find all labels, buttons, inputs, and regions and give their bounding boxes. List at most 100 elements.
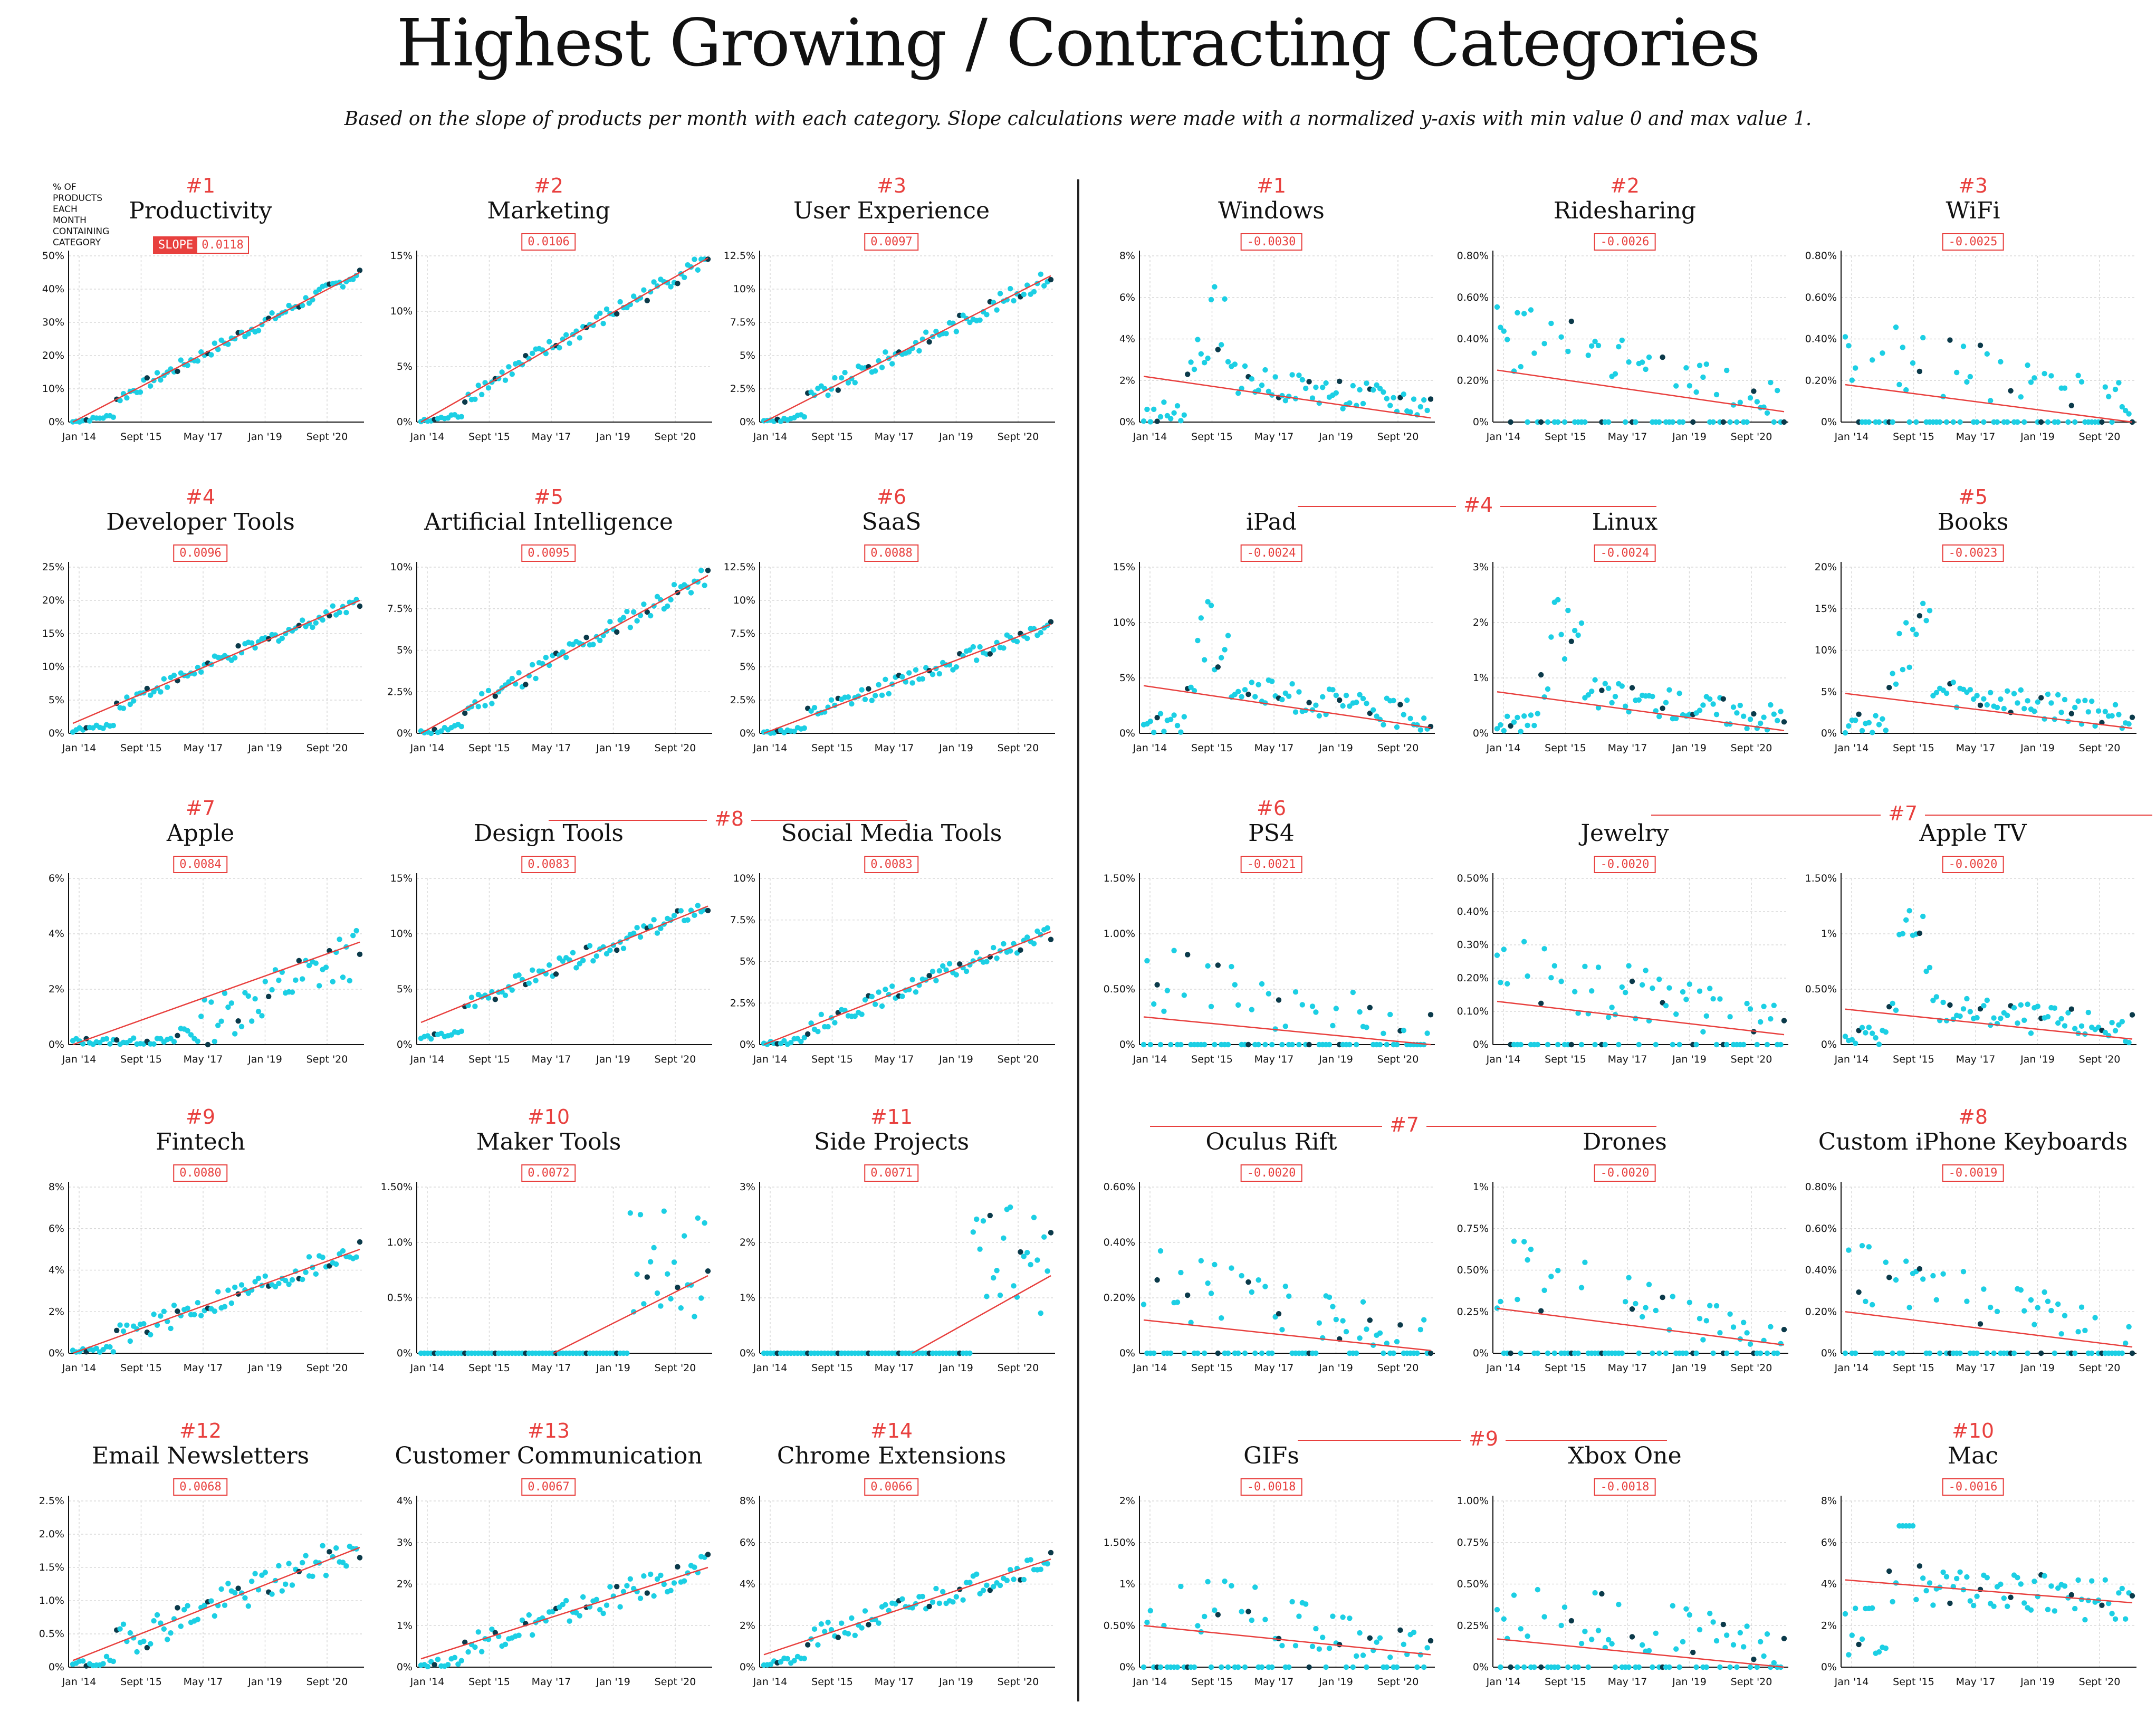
chart-title: Oculus Rift (1205, 1128, 1337, 1155)
data-point (208, 1598, 214, 1604)
data-point (255, 1008, 262, 1015)
data-point (2015, 419, 2020, 425)
data-point (1974, 1350, 1980, 1356)
data-point (269, 987, 275, 993)
data-point (1498, 324, 1503, 330)
x-tick-label: Jan '14 (1133, 1054, 1167, 1065)
data-point (583, 635, 589, 640)
data-point (1849, 377, 1855, 383)
data-point (1384, 1664, 1390, 1670)
data-point (2119, 1019, 2125, 1025)
data-point (1427, 1012, 1434, 1018)
data-point (1208, 297, 1214, 303)
x-tick-label: Sept '20 (998, 1362, 1039, 1374)
data-point (2075, 372, 2081, 378)
data-point (1636, 1350, 1642, 1356)
y-tick-label: 5% (740, 956, 755, 968)
data-point (1663, 1350, 1669, 1356)
data-point (1151, 1350, 1157, 1356)
data-point (1853, 365, 1858, 371)
data-point (509, 987, 515, 993)
data-point (1676, 1041, 1682, 1048)
y-tick-label: 0.60% (1457, 292, 1489, 303)
x-tick-label: Sept '20 (1731, 742, 1772, 754)
data-point (1249, 1289, 1254, 1295)
data-point (987, 1212, 993, 1219)
y-tick-label: 0% (49, 1039, 64, 1050)
data-point (1161, 729, 1167, 734)
trend-line (763, 624, 1051, 734)
data-point (695, 903, 701, 908)
data-point (225, 341, 231, 347)
data-point (242, 990, 248, 996)
data-point (1656, 976, 1662, 982)
data-point (1205, 963, 1211, 969)
data-point (198, 1013, 204, 1019)
data-point (2106, 394, 2112, 399)
data-point (879, 1003, 885, 1009)
data-point (1910, 1523, 1916, 1529)
data-point (1381, 389, 1386, 395)
x-tick-label: May '17 (1254, 431, 1294, 443)
data-point (296, 958, 302, 964)
data-point (1754, 399, 1760, 405)
data-point (472, 396, 478, 402)
data-point (1643, 1305, 1649, 1311)
x-tick-label: Jan '19 (1672, 1362, 1707, 1374)
data-point (671, 581, 677, 588)
data-point (845, 380, 851, 386)
data-point (1660, 705, 1665, 711)
trend-line (1497, 1307, 1785, 1346)
data-point (1713, 1041, 1720, 1048)
data-point (671, 913, 677, 919)
tie-rank-label: #9 (1461, 1427, 1506, 1450)
data-point (624, 1350, 630, 1356)
data-point (1870, 1605, 1875, 1611)
data-point (1202, 360, 1208, 366)
data-point (1903, 387, 1909, 393)
data-point (1693, 1350, 1699, 1356)
data-point (1943, 419, 1950, 425)
tie-rank-label: #7 (1382, 1113, 1427, 1136)
data-point (641, 1301, 647, 1307)
data-point (1927, 964, 1933, 971)
data-point (678, 1305, 684, 1311)
data-point (614, 629, 620, 635)
x-tick-label: Jan '19 (247, 742, 282, 754)
data-point (1609, 1005, 1615, 1010)
data-point (238, 1282, 245, 1288)
data-point (2095, 708, 2102, 714)
data-point (235, 643, 241, 649)
y-tick-label: 0.20% (1805, 1306, 1837, 1317)
data-point (1347, 400, 1353, 406)
data-point (2078, 379, 2085, 385)
data-point (1744, 1000, 1750, 1007)
y-tick-label: 0.75% (1457, 1223, 1489, 1235)
data-point (2123, 1340, 2129, 1346)
data-point (883, 987, 888, 992)
data-point (668, 1587, 674, 1593)
data-point (1626, 963, 1632, 969)
data-point (1171, 410, 1177, 416)
data-point (1646, 1648, 1652, 1653)
data-point (886, 691, 892, 697)
chart-rank: #5 (533, 485, 564, 509)
data-point (2129, 714, 2135, 720)
data-point (637, 934, 644, 940)
data-point (1606, 1014, 1612, 1020)
data-point (212, 1308, 217, 1314)
data-point (1239, 694, 1244, 700)
slope-badge: -0.0025 (1942, 233, 2004, 251)
chart-panel: iPad -0.0024 0% 5% 10% 15% Jan '14 Sept '15 May … (1103, 485, 1440, 778)
data-point (317, 983, 322, 989)
data-point (530, 350, 535, 357)
data-point (994, 307, 1000, 313)
data-point (222, 1304, 228, 1309)
data-point (1031, 289, 1037, 295)
data-point (357, 1239, 363, 1245)
data-point (1876, 1041, 1882, 1047)
data-point (1219, 1315, 1224, 1321)
data-point (2005, 1603, 2010, 1609)
data-point (682, 1233, 687, 1239)
data-point (1195, 1623, 1201, 1629)
